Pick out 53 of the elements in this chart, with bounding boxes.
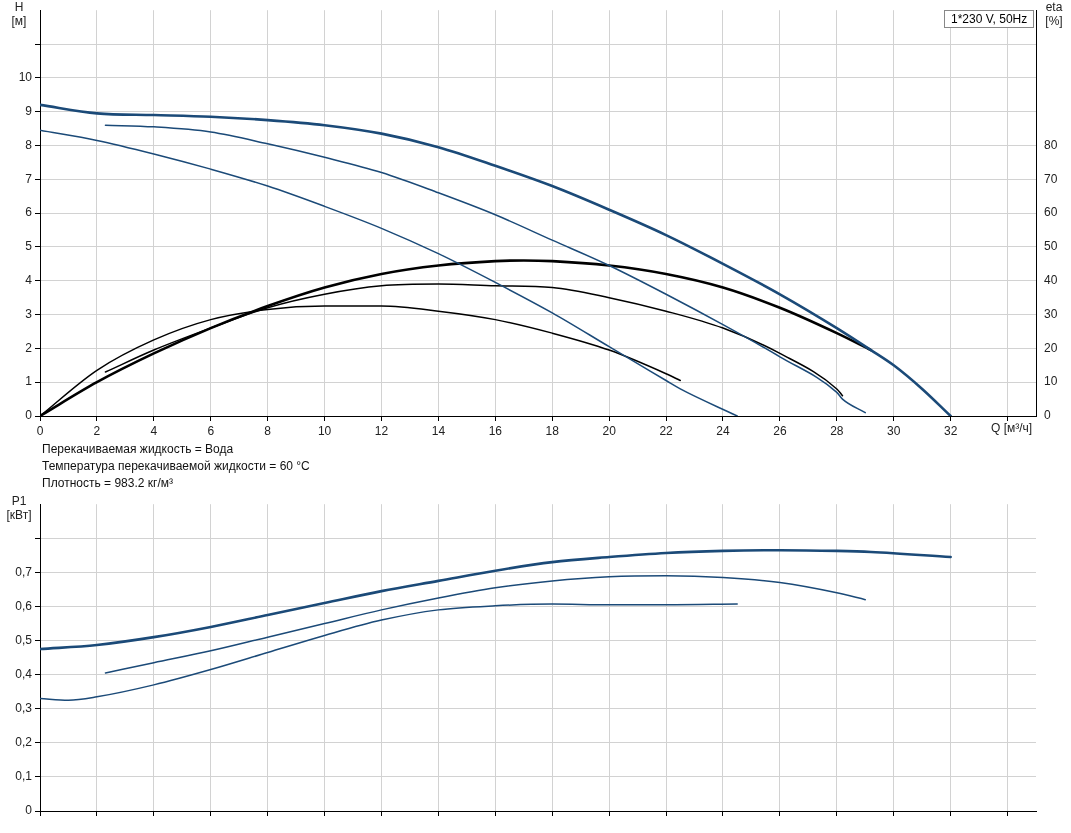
- y2-tick-label: 40: [1044, 273, 1058, 288]
- x-tick-label: 32: [943, 423, 958, 438]
- y-tick-label: 9: [25, 103, 33, 118]
- x-tick-label: 2: [93, 423, 101, 438]
- y-tick-label: 10: [18, 70, 33, 85]
- y2-tick-label: 50: [1044, 239, 1058, 254]
- x-tick-label: 8: [264, 423, 272, 438]
- x-tick-label: 20: [602, 423, 617, 438]
- y2-tick-label: 20: [1044, 340, 1058, 355]
- x-tick-label: 4: [150, 423, 158, 438]
- x-tick-label: 6: [207, 423, 215, 438]
- x-tick-label: 18: [545, 423, 560, 438]
- y-tick-label: 0,7: [15, 564, 33, 579]
- y-tick-label: 0,2: [15, 735, 33, 750]
- x-tick-label: 22: [659, 423, 674, 438]
- x-tick-label: 0: [36, 423, 44, 438]
- y-axis-title: H [м]: [10, 0, 28, 28]
- y-tick-label: 0,6: [15, 598, 33, 613]
- x-tick-label: 14: [431, 423, 446, 438]
- y-tick-label: 8: [25, 137, 33, 152]
- y2-tick-label: 60: [1044, 205, 1058, 220]
- y-tick-label: 3: [25, 306, 33, 321]
- y2-tick-label: 0: [1044, 408, 1051, 423]
- y-tick-label: 0,4: [15, 666, 33, 681]
- text: Температура перекачиваемой жидкости = 60 °C: [42, 458, 310, 475]
- y2-axis-title: eta [%]: [1044, 0, 1064, 28]
- y-tick-label: 2: [25, 340, 33, 355]
- x-tick-label: 12: [374, 423, 389, 438]
- x-tick-label: 16: [488, 423, 503, 438]
- y2-tick-label: 30: [1044, 306, 1058, 321]
- y-tick-label: 5: [25, 239, 33, 254]
- y-tick-label: 7: [25, 171, 33, 186]
- y-tick-label: 4: [25, 273, 33, 288]
- x-tick-label: 28: [830, 423, 844, 438]
- y-tick-label: 0,5: [15, 632, 33, 647]
- x-tick-label: 24: [716, 423, 730, 438]
- x-tick-label: 30: [887, 423, 901, 438]
- y2-tick-label: 70: [1044, 171, 1058, 186]
- y-tick-label: 0,1: [15, 769, 33, 784]
- text: Плотность = 983.2 кг/м³: [42, 475, 174, 492]
- y-tick-label: 0: [25, 803, 33, 818]
- x-tick-label: 26: [773, 423, 787, 438]
- x-tick-label: 10: [317, 423, 332, 438]
- chart-title: 1*230 V, 50Hz: [944, 10, 1035, 29]
- y2-tick-label: 10: [1044, 374, 1058, 389]
- x-axis-title: Q [м³/ч]: [991, 421, 1033, 435]
- text: Перекачиваемая жидкость = Вода: [42, 441, 235, 458]
- y-tick-label: 0: [25, 408, 33, 423]
- y-tick-label: 0,3: [15, 701, 33, 716]
- y2-tick-label: 80: [1044, 137, 1058, 152]
- y-tick-label: 6: [25, 205, 33, 220]
- y-axis-title: P1 [кВт]: [5, 494, 33, 522]
- y-tick-label: 1: [25, 374, 33, 389]
